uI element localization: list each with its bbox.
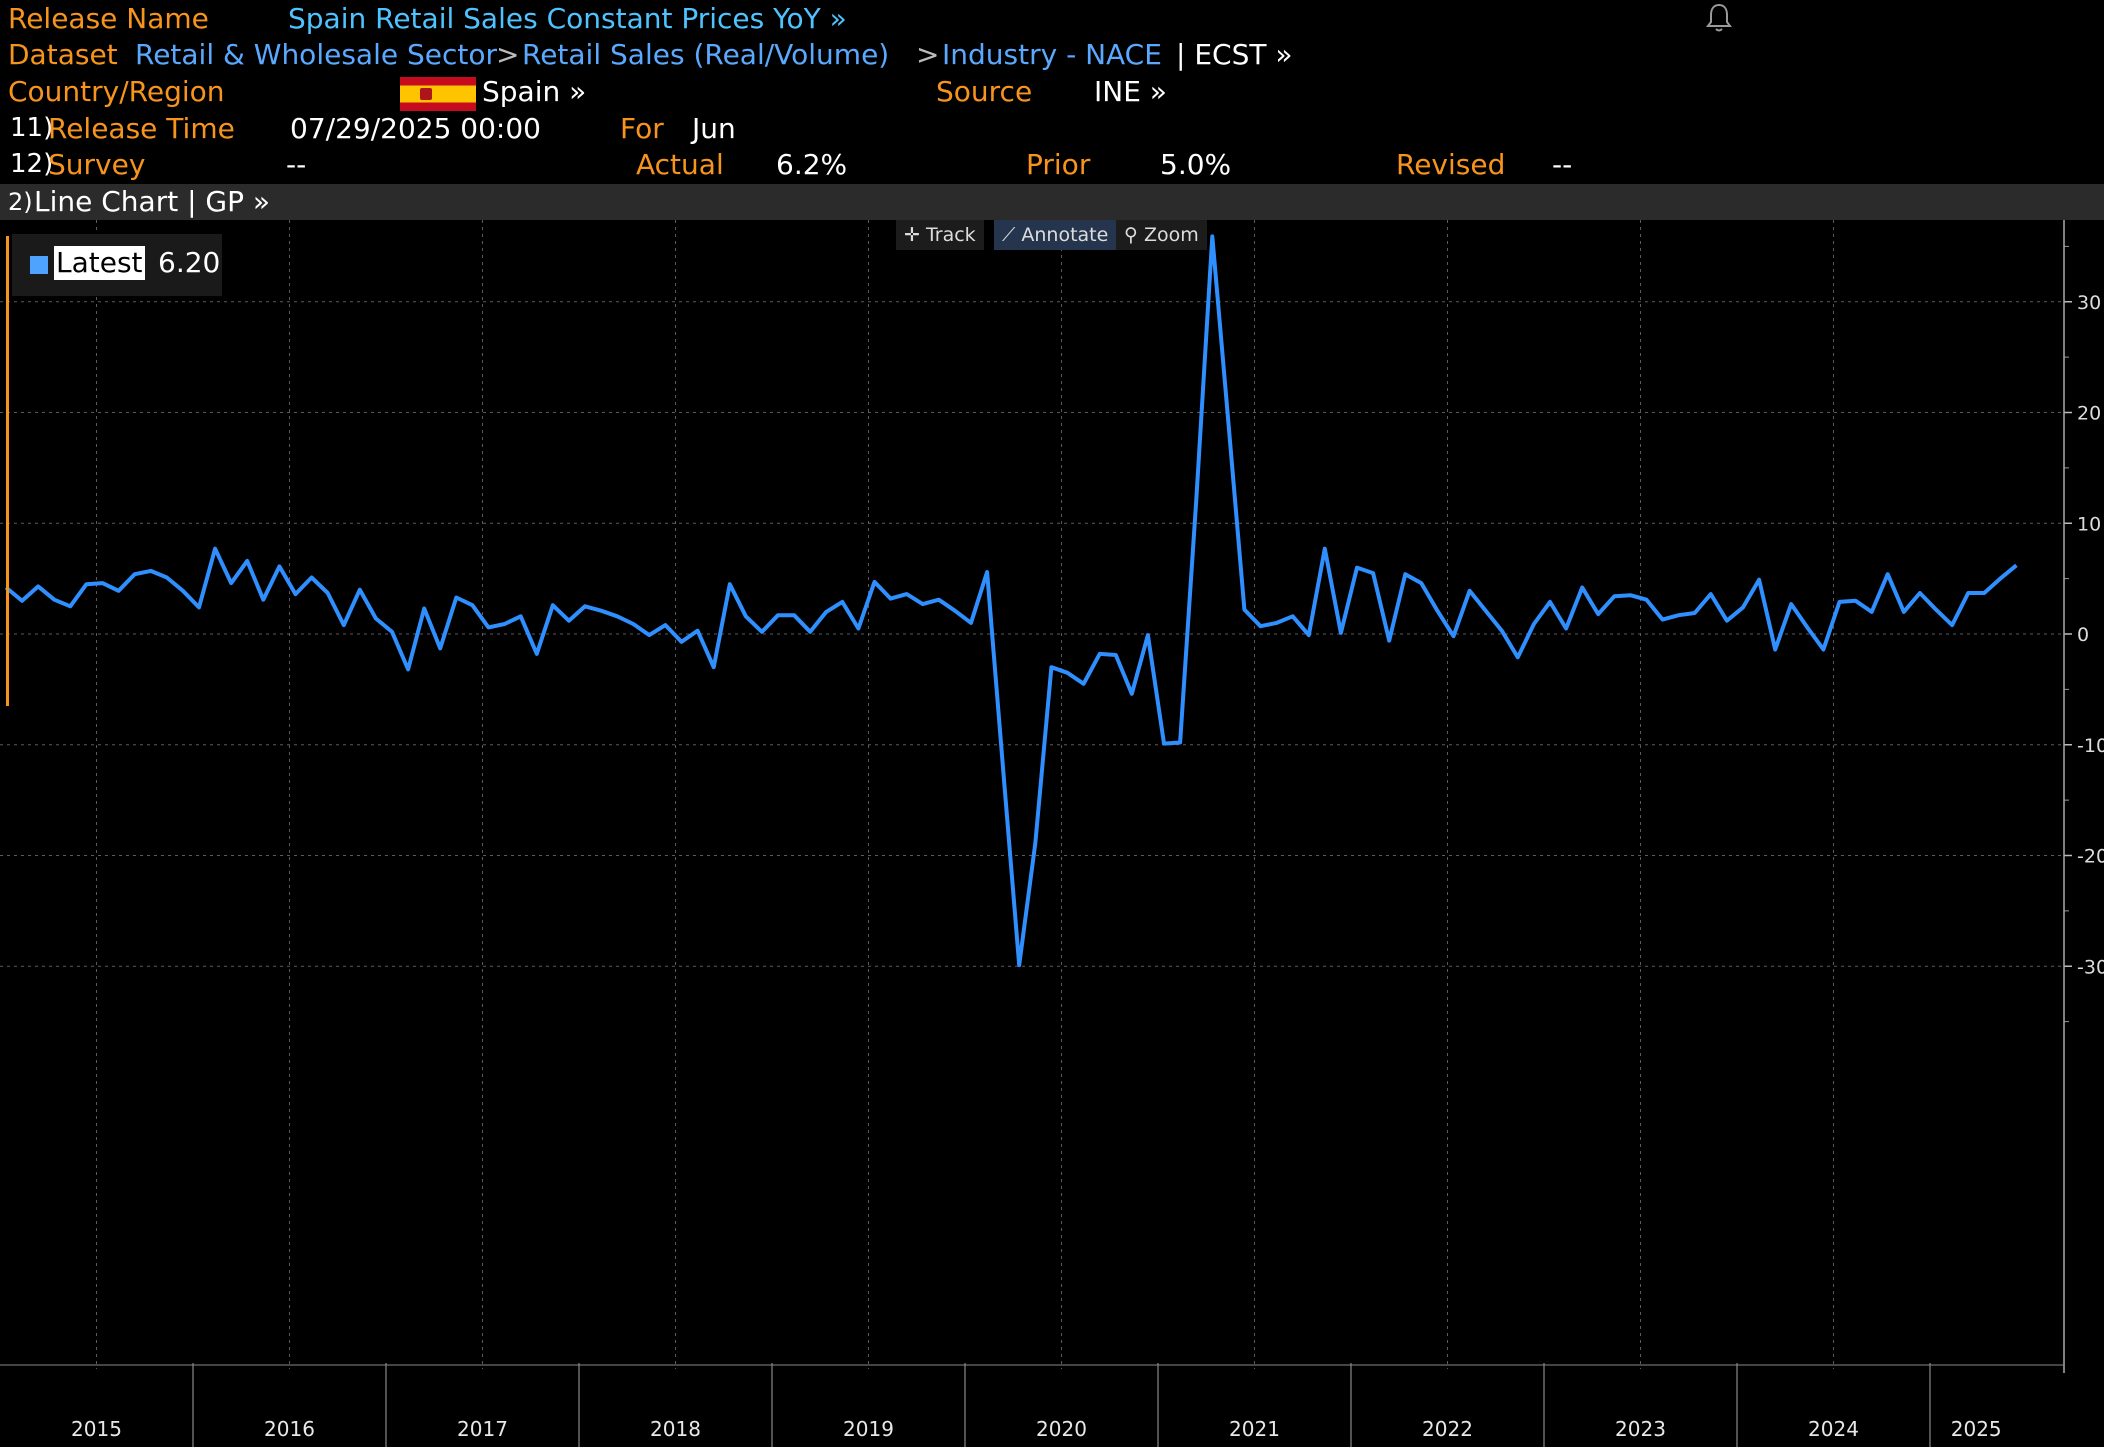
dataset-link-retail-sales[interactable]: Retail Sales (Real/Volume) [522,38,890,71]
track-button[interactable]: ✛ Track [896,220,984,250]
chart-tools: ✛ Track ⟋ Annotate ⚲ Zoom [0,220,2104,250]
actual-value: 6.2% [776,148,848,181]
for-label: For [620,112,664,145]
dataset-label: Dataset [8,38,118,71]
source-label: Source [936,75,1033,108]
y-tick-label: -30 [2077,956,2104,978]
legend-swatch [30,256,48,274]
release-name-link[interactable]: Spain Retail Sales Constant Prices YoY » [288,2,847,35]
release-time-number: 11) [10,113,54,143]
revised-value: -- [1552,148,1573,181]
series-layer [4,234,2018,968]
zoom-label: Zoom [1143,224,1199,246]
annotate-button[interactable]: ⟋ Annotate [994,220,1117,250]
breadcrumb-separator: > [916,38,940,71]
line-chart[interactable]: -30-20-10010203040 201520162017201820192… [0,220,2104,1447]
series-line-latest[interactable] [4,234,2018,968]
y-tick-label: 0 [2077,624,2089,646]
revised-label: Revised [1396,148,1506,181]
spain-flag-icon [400,77,476,111]
x-tick-label: 2017 [457,1417,508,1441]
chart-toolbar: 2) Line Chart | GP » [0,184,2104,220]
survey-label[interactable]: Survey [48,148,146,181]
x-tick-label: 2025 [1951,1417,2002,1441]
y-tick-label: 20 [2077,403,2101,425]
breadcrumb-separator: > [496,38,520,71]
x-tick-label: 2016 [264,1417,315,1441]
chart-type-selector[interactable]: Line Chart | GP » [34,185,271,218]
x-tick-label: 2024 [1808,1417,1859,1441]
legend-label: Latest [54,246,145,280]
annotate-label: Annotate [1021,224,1109,246]
grid [0,220,2064,1369]
dataset-ecst-link[interactable]: | ECST » [1176,38,1293,71]
for-value: Jun [692,112,736,145]
y-tick-label: 10 [2077,513,2101,535]
y-tick-label: -20 [2077,846,2104,868]
zoom-button[interactable]: ⚲ Zoom [1116,220,1207,250]
prior-label: Prior [1026,148,1091,181]
x-tick-label: 2021 [1229,1417,1280,1441]
country-label: Country/Region [8,75,225,108]
release-name-label: Release Name [8,2,209,35]
x-axis: 2015 2016 2017 2018 2019 2020 2021 2022 2023 2024… [0,1364,2064,1441]
x-tick-label: 2018 [650,1417,701,1441]
magnifier-icon: ⚲ [1124,224,1138,246]
legend-value: 6.20 [158,246,221,279]
source-link[interactable]: INE » [1094,75,1167,108]
chart-type-number: 2) [8,188,33,216]
y-tick-label: -10 [2077,735,2104,757]
y-tick-label: 30 [2077,292,2101,314]
survey-number: 12) [10,149,54,179]
country-row: Country/Region Spain » Source INE » [0,73,2104,111]
selection-marker [6,236,9,706]
country-link[interactable]: Spain » [482,75,587,108]
release-time-value: 07/29/2025 00:00 [290,112,541,145]
chart-area [0,220,2104,1447]
release-header: Release Name Spain Retail Sales Constant… [0,0,2104,184]
release-time-row: 11) Release Time 07/29/2025 00:00 For Ju… [0,110,2104,147]
legend[interactable]: Latest 6.20 [12,234,222,296]
survey-row: 12) Survey -- Actual 6.2% Prior 5.0% Rev… [0,146,2104,183]
track-label: Track [925,224,976,246]
dataset-link-sector[interactable]: Retail & Wholesale Sector [135,38,497,71]
x-tick-label: 2020 [1036,1417,1087,1441]
survey-value: -- [286,148,307,181]
year-dividers [192,1363,1931,1447]
crosshair-icon: ✛ [904,224,920,246]
dataset-link-industry[interactable]: Industry - NACE [942,38,1162,71]
actual-label: Actual [636,148,724,181]
x-tick-label: 2019 [843,1417,894,1441]
bell-icon[interactable] [1702,0,1736,34]
pencil-icon: ⟋ [1002,224,1016,246]
y-axis: -30-20-10010203040 [2063,220,2104,1373]
dataset-row: Dataset Retail & Wholesale Sector > Reta… [0,36,2104,73]
x-tick-label: 2015 [71,1417,122,1441]
prior-value: 5.0% [1160,148,1232,181]
release-time-label[interactable]: Release Time [48,112,235,145]
release-name-row: Release Name Spain Retail Sales Constant… [0,0,2104,37]
x-tick-label: 2023 [1615,1417,1666,1441]
x-tick-label: 2022 [1422,1417,1473,1441]
